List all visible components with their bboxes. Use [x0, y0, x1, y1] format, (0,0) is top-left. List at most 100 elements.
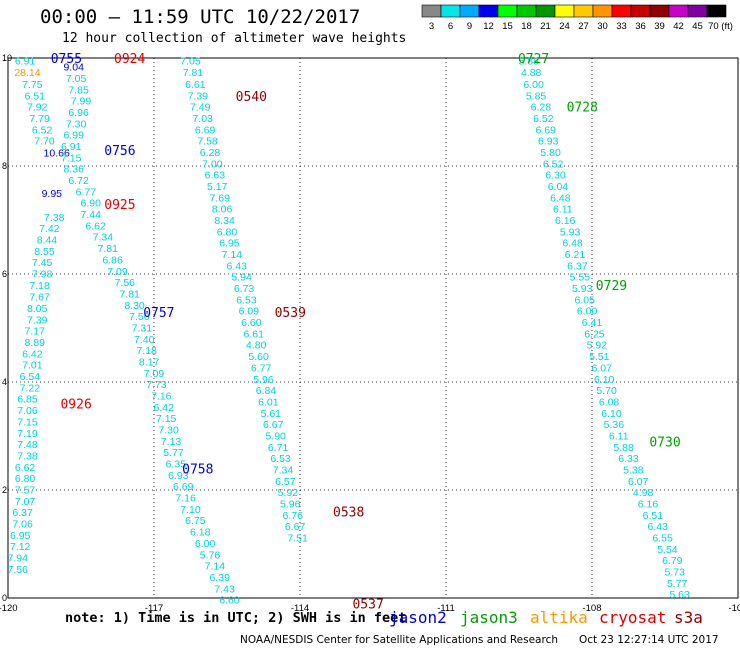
pass-time-label: 0757	[143, 306, 174, 321]
y-tick-label: 4	[2, 377, 7, 387]
pass-time-label: 0538	[333, 506, 364, 521]
swh-value: 6.21	[565, 249, 586, 261]
swh-value: 7.03	[192, 113, 213, 125]
swh-value: 6.90	[81, 198, 102, 210]
swh-value: 6.93	[168, 470, 189, 482]
swh-value: 8.36	[63, 164, 84, 176]
swh-value: 7.09	[107, 266, 128, 278]
swh-value: 7.49	[190, 102, 211, 114]
swh-value: 8.06	[212, 204, 233, 216]
legend-label: 45	[692, 21, 703, 32]
legend-label: 70 (ft)	[708, 21, 733, 32]
swh-value: 7.70	[34, 136, 55, 148]
swh-value: 5.96	[280, 499, 301, 511]
swh-value: 7.81	[183, 67, 204, 79]
swh-value: 6.84	[256, 385, 277, 397]
swh-value: 6.00	[195, 538, 216, 550]
swh-value: 7.92	[27, 102, 48, 114]
swh-value: 7.43	[214, 583, 235, 595]
swh-value: 9.04	[63, 62, 84, 74]
swh-value: 7.73	[146, 379, 167, 391]
swh-value: 6.16	[555, 215, 576, 227]
swh-value: 6.05	[574, 294, 595, 306]
swh-value: 7.56	[115, 277, 136, 289]
x-tick-label: -117	[145, 603, 163, 614]
swh-value: 6.10	[601, 408, 622, 420]
swh-value: 5.96	[253, 374, 274, 386]
swh-value: 8.89	[25, 337, 46, 349]
swh-value: 6.43	[227, 260, 248, 272]
swh-value: 8.05	[27, 303, 48, 315]
swh-value: 6.85	[17, 394, 38, 406]
page-title: 00:00 – 11:59 UTC 10/22/2017	[40, 6, 361, 28]
swh-value: 6.53	[236, 294, 257, 306]
footer-note: note: 1) Time is in UTC; 2) SWH is in fe…	[65, 610, 407, 626]
swh-value: 6.37	[12, 507, 33, 519]
swh-value: 6.25	[584, 328, 605, 340]
swh-value: 5.55	[570, 272, 591, 284]
swh-value: 6.53	[270, 453, 291, 465]
swh-value: 7.14	[205, 561, 226, 573]
swh-value: 6.76	[282, 510, 303, 522]
swh-value: 6.00	[577, 306, 598, 318]
swh-value: 6.55	[652, 533, 673, 545]
swh-value: 6.54	[20, 371, 41, 383]
legend-label: 6	[448, 21, 453, 32]
swh-value: 6.42	[22, 348, 43, 360]
swh-value: 7.06	[17, 405, 38, 417]
pass-time-label: 0539	[275, 306, 306, 321]
swh-value: 7.16	[151, 391, 172, 403]
swh-value: 7.51	[287, 533, 308, 545]
swh-value: 8.34	[214, 215, 235, 227]
legend-label: 9	[467, 21, 472, 32]
swh-value: 7.94	[8, 553, 29, 565]
swh-value: 4.98	[633, 487, 654, 499]
swh-value: 5.94	[231, 272, 252, 284]
swh-value: 6.51	[25, 90, 46, 102]
swh-value: 7.15	[156, 413, 177, 425]
pass-time-label: 0730	[649, 435, 680, 450]
y-tick-label: 8	[2, 161, 7, 171]
swh-value: 7.16	[175, 493, 196, 505]
swh-value: 6.61	[244, 328, 265, 340]
swh-value: 6.60	[241, 317, 262, 329]
swh-value: 6.07	[628, 476, 649, 488]
swh-value: 5.90	[265, 430, 286, 442]
x-tick-label: -114	[291, 603, 309, 614]
swh-value: 7.22	[20, 382, 41, 394]
swh-value: 7.85	[68, 84, 89, 96]
swh-value: 4.80	[246, 340, 267, 352]
swh-value: 7.57	[15, 484, 36, 496]
swh-value: 7.07	[15, 496, 36, 508]
swh-value: 7.30	[66, 118, 87, 130]
swh-value: 7.44	[81, 209, 102, 221]
swh-value: 6.91	[15, 56, 36, 68]
swh-value: 7.42	[39, 223, 60, 235]
swh-value: 4.88	[521, 67, 542, 79]
swh-value: 6.39	[209, 572, 230, 584]
swh-value: 6.62	[15, 462, 36, 474]
swh-value: 5.17	[207, 181, 228, 193]
swh-value: 7.05	[66, 73, 87, 85]
y-tick-label: 6	[2, 269, 7, 279]
swh-value: 6.37	[567, 260, 588, 272]
legend-swatch	[706, 4, 727, 18]
swh-value: 5.88	[613, 442, 634, 454]
swh-value: 6.52	[533, 113, 554, 125]
legend-label: 36	[635, 21, 646, 32]
pass-time-label: 0755	[51, 52, 82, 67]
swh-value: 6.80	[217, 226, 238, 238]
swh-value: 6.77	[76, 186, 97, 198]
swh-value: 6.04	[548, 181, 569, 193]
swh-value: 5.77	[667, 578, 688, 590]
swh-value: 6.67	[263, 419, 284, 431]
swh-value: 7.31	[132, 322, 153, 334]
swh-value: 6.28	[531, 102, 552, 114]
swh-value: 6.69	[536, 124, 557, 136]
swh-value: 7.01	[22, 360, 43, 372]
swh-value: 6.86	[102, 254, 123, 266]
swh-value: 7.15	[17, 416, 38, 428]
swh-value: 6.28	[200, 147, 221, 159]
pass-time-label: 0925	[104, 198, 135, 213]
swh-value: 7.15	[61, 152, 82, 164]
